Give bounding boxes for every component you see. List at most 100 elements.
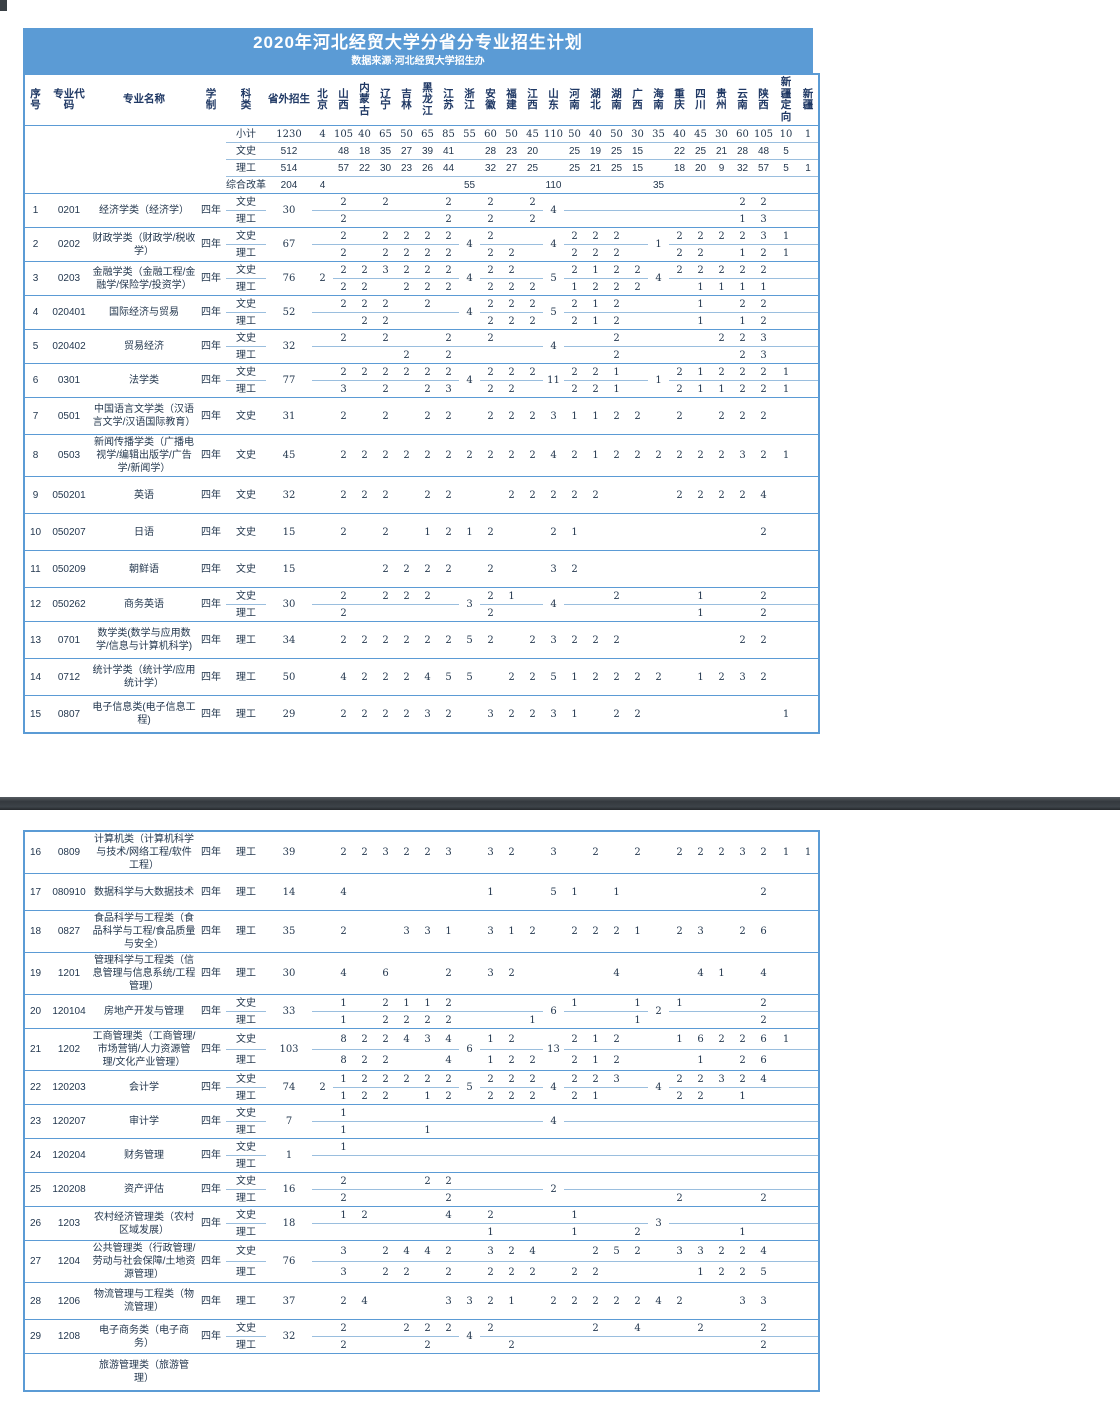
cell-value <box>417 1223 438 1241</box>
cell-value: 1 <box>396 994 417 1012</box>
cell-value <box>417 1104 438 1122</box>
cell-value: 1 <box>774 244 798 262</box>
cell-value <box>648 910 669 953</box>
major-row: 15 0807 电子信息类(电子信息工程) 四年 理工 29 2 2 2 2 3 2 3 2 2 3 1 2 2 1 <box>24 695 819 733</box>
cell-duration: 四年 <box>196 227 226 262</box>
column-header-row: 序 号专业代 码专业名称学 制科 类省外招生北 京山 西内 蒙 古辽 宁吉 林黑… <box>24 74 819 126</box>
summary-value: 10 <box>774 125 798 143</box>
province-header: 吉 林 <box>396 74 417 126</box>
cell-merged-value: 4 <box>459 1319 480 1354</box>
cell-value <box>711 513 732 551</box>
cell-value: 4 <box>690 952 711 995</box>
cell-no: 1 <box>24 193 46 228</box>
summary-value: 65 <box>417 125 438 143</box>
cell-value <box>501 1353 522 1391</box>
cell-value <box>711 1121 732 1139</box>
cell-value <box>648 1240 669 1262</box>
cell-code: 080910 <box>46 873 92 911</box>
cell-value: 3 <box>690 1240 711 1262</box>
cell-value <box>648 312 669 330</box>
cell-value <box>798 587 819 605</box>
cell-value: 2 <box>753 380 774 398</box>
cell-value <box>312 1104 333 1122</box>
cell-value: 3 <box>396 910 417 953</box>
cell-code: 0712 <box>46 658 92 696</box>
cell-value: 4 <box>543 434 564 477</box>
cell-track-label: 文史 <box>226 329 266 347</box>
cell-no: 7 <box>24 397 46 435</box>
cell-value: 2 <box>627 1282 648 1320</box>
cell-value <box>627 363 648 381</box>
cell-value <box>501 994 522 1012</box>
cell-value: 2 <box>480 587 501 605</box>
cell-value: 2 <box>417 295 438 313</box>
cell-value <box>417 1138 438 1156</box>
summary-value: 22 <box>354 159 375 177</box>
cell-value: 2 <box>732 227 753 245</box>
summary-value: 55 <box>459 176 480 194</box>
cell-value <box>354 513 375 551</box>
cell-value <box>669 1261 690 1283</box>
cell-value <box>627 1121 648 1139</box>
cell-value <box>333 346 354 364</box>
cell-value <box>354 910 375 953</box>
cell-duration: 四年 <box>196 1070 226 1105</box>
cell-code: 1202 <box>46 1028 92 1071</box>
cell-value: 2 <box>669 380 690 398</box>
cell-value <box>375 1336 396 1354</box>
summary-value: 23 <box>396 159 417 177</box>
major-row-track2: 理工 1 2 2 2 2 1 1 2 <box>24 1011 819 1029</box>
cell-value: 2 <box>732 380 753 398</box>
cell-value <box>396 1353 417 1391</box>
cell-duration: 四年 <box>196 1282 226 1320</box>
cell-value: 2 <box>669 476 690 514</box>
summary-value: 25 <box>606 142 627 160</box>
cell-value: 2 <box>438 1087 459 1105</box>
cell-value <box>459 476 480 514</box>
cell-value: 2 <box>606 658 627 696</box>
cell-value <box>690 1121 711 1139</box>
cell-value <box>564 604 585 622</box>
cell-value <box>396 1189 417 1207</box>
cell-value: 4 <box>753 1240 774 1262</box>
cell-value: 3 <box>732 434 753 477</box>
cell-value <box>312 1155 333 1173</box>
cell-value <box>396 873 417 911</box>
cell-value: 2 <box>375 397 396 435</box>
summary-empty-block <box>24 125 226 194</box>
cell-value <box>732 1155 753 1173</box>
cell-duration: 四年 <box>196 261 226 296</box>
major-row: 10 050207 日语 四年 文史 15 2 2 1 2 1 2 2 1 2 <box>24 513 819 551</box>
cell-value <box>522 830 543 874</box>
cell-value: 2 <box>480 295 501 313</box>
cell-value: 2 <box>564 1282 585 1320</box>
cell-value <box>459 1206 480 1224</box>
cell-major-name: 数学类(数学与应用数学/信息与计算机科学) <box>92 621 196 659</box>
cell-value: 4 <box>753 476 774 514</box>
cell-total: 67 <box>266 227 312 262</box>
cell-value: 1 <box>564 278 585 296</box>
cell-value: 2 <box>438 193 459 211</box>
cell-value <box>648 1261 669 1283</box>
cell-value <box>312 1336 333 1354</box>
cell-value: 2 <box>585 1070 606 1088</box>
summary-value: 20 <box>690 159 711 177</box>
cell-major-name: 管理科学与工程类（信息管理与信息系统/工程管理） <box>92 952 196 995</box>
cell-value <box>396 1206 417 1224</box>
cell-value <box>669 621 690 659</box>
cell-value <box>501 1104 522 1122</box>
cell-value: 2 <box>690 476 711 514</box>
cell-value <box>648 873 669 911</box>
cell-value <box>354 329 375 347</box>
cell-value: 2 <box>438 227 459 245</box>
table-title-bar: 2020年河北经贸大学分省分专业招生计划 数据来源·河北经贸大学招生办 <box>23 28 813 73</box>
cell-value: 1 <box>732 278 753 296</box>
cell-no: 27 <box>24 1240 46 1283</box>
cell-value: 2 <box>711 658 732 696</box>
cell-value: 2 <box>501 380 522 398</box>
cell-value <box>732 1104 753 1122</box>
province-header: 浙 江 <box>459 74 480 126</box>
cell-value <box>753 1104 774 1122</box>
cell-value: 4 <box>417 1240 438 1262</box>
cell-value <box>753 1353 774 1391</box>
